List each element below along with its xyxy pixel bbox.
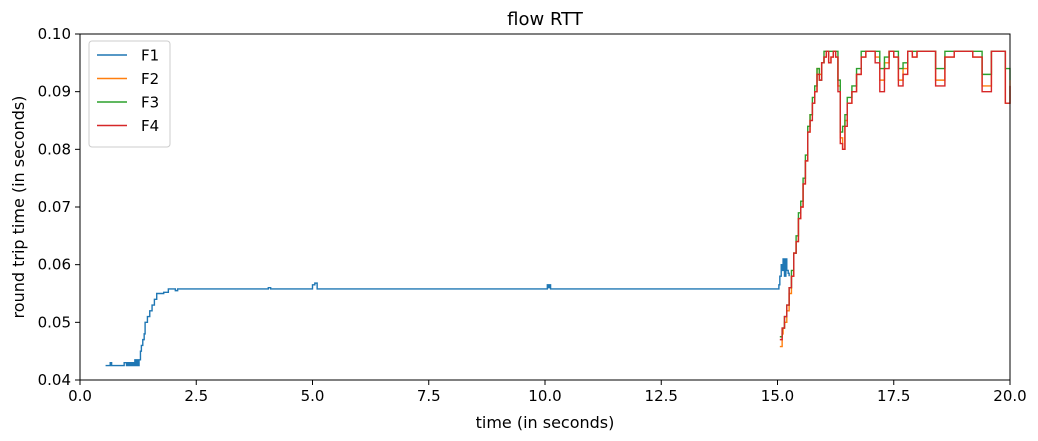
legend-label-f3: F3 — [141, 94, 159, 112]
y-axis-label: round trip time (in seconds) — [9, 96, 28, 319]
x-tick-label: 2.5 — [184, 387, 208, 405]
plot-frame — [79, 33, 1011, 381]
y-tick-label: 0.08 — [38, 140, 71, 158]
x-tick-label: 12.5 — [645, 387, 678, 405]
x-tick-label: 0.0 — [68, 387, 92, 405]
legend-label-f1: F1 — [141, 47, 159, 65]
x-tick-label: 7.5 — [417, 387, 441, 405]
y-tick-label: 0.05 — [38, 313, 71, 331]
series-line-f4 — [779, 50, 1011, 341]
y-tick-label: 0.06 — [38, 256, 71, 274]
chart-title: flow RTT — [507, 9, 584, 30]
legend-label-f4: F4 — [141, 117, 159, 135]
axes: 0.0 2.5 5.0 7.5 10.0 12.5 15.0 17.5 20.0 0.04 0.05… — [38, 25, 1027, 405]
series-lines — [105, 50, 1011, 367]
x-tick-label: 15.0 — [761, 387, 794, 405]
x-axis-label: time (in seconds) — [476, 413, 615, 432]
x-tick-label: 5.0 — [301, 387, 325, 405]
y-tick-label: 0.07 — [38, 198, 71, 216]
y-tick-label: 0.04 — [38, 371, 71, 389]
x-tick-label: 10.0 — [528, 387, 561, 405]
y-tick-label: 0.09 — [38, 83, 71, 101]
legend-box — [88, 40, 171, 148]
legend-label-f2: F2 — [141, 70, 159, 88]
x-tick-label: 17.5 — [877, 387, 910, 405]
x-tick-label: 20.0 — [993, 387, 1026, 405]
series-line-f1 — [105, 258, 790, 367]
legend: F1 F2 F3 F4 — [88, 40, 171, 148]
y-tick-label: 0.10 — [38, 25, 71, 43]
